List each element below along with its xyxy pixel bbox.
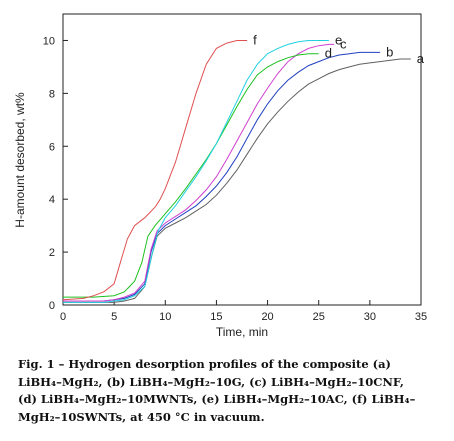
- caption-line-3: (d) LiBH₄–MgH₂–10MWNTs, (e) LiBH₄–MgH₂–1…: [18, 392, 416, 406]
- y-tick-label: 2: [49, 247, 55, 259]
- x-tick-label: 30: [364, 311, 376, 323]
- series-lines: [62, 40, 411, 303]
- x-tick-label: 35: [415, 311, 427, 323]
- series-line-b: [63, 51, 381, 302]
- x-tick-label: 20: [261, 311, 273, 323]
- series-label-b: b: [386, 44, 393, 59]
- x-tick-label: 10: [159, 311, 171, 323]
- series-line-a: [63, 58, 411, 303]
- caption-line-1: Fig. 1 – Hydrogen desorption profiles of…: [18, 357, 391, 371]
- x-tick-label: 15: [210, 311, 222, 323]
- y-axis-label: H-amount desorbed, wt%: [13, 92, 27, 228]
- series-line-e: [63, 40, 329, 303]
- series-label-c: c: [340, 36, 347, 51]
- caption-line-2: LiBH₄–MgH₂, (b) LiBH₄–MgH₂–10G, (c) LiBH…: [18, 374, 404, 389]
- x-tick-label: 5: [111, 311, 117, 323]
- series-label-f: f: [253, 32, 257, 47]
- y-tick-label: 8: [49, 88, 55, 100]
- y-tick-label: 0: [49, 300, 55, 312]
- series-line-f: [62, 40, 248, 301]
- caption-line-4: MgH₂–10SWNTs, at 450 °C in vacuum.: [18, 409, 265, 424]
- series-label-d: d: [325, 46, 332, 61]
- x-axis-label: Time, min: [216, 325, 268, 339]
- series-label-a: a: [417, 51, 425, 66]
- y-tick-label: 10: [43, 35, 55, 47]
- x-tick-label: 0: [60, 311, 66, 323]
- series-line-d: [63, 53, 319, 298]
- x-axis-ticks: 0 5 10 15 20 25 30 35: [60, 300, 427, 323]
- series-label-e: e: [335, 32, 342, 47]
- figure-caption: Fig. 1 – Hydrogen desorption profiles of…: [18, 356, 448, 426]
- plot-frame: [62, 13, 422, 306]
- x-tick-label: 25: [313, 311, 325, 323]
- y-tick-label: 4: [49, 194, 55, 206]
- series-labels: a b cde f: [253, 32, 425, 66]
- y-tick-label: 6: [49, 141, 55, 153]
- y-axis-ticks: 0 2 4 6 8 10: [43, 35, 68, 312]
